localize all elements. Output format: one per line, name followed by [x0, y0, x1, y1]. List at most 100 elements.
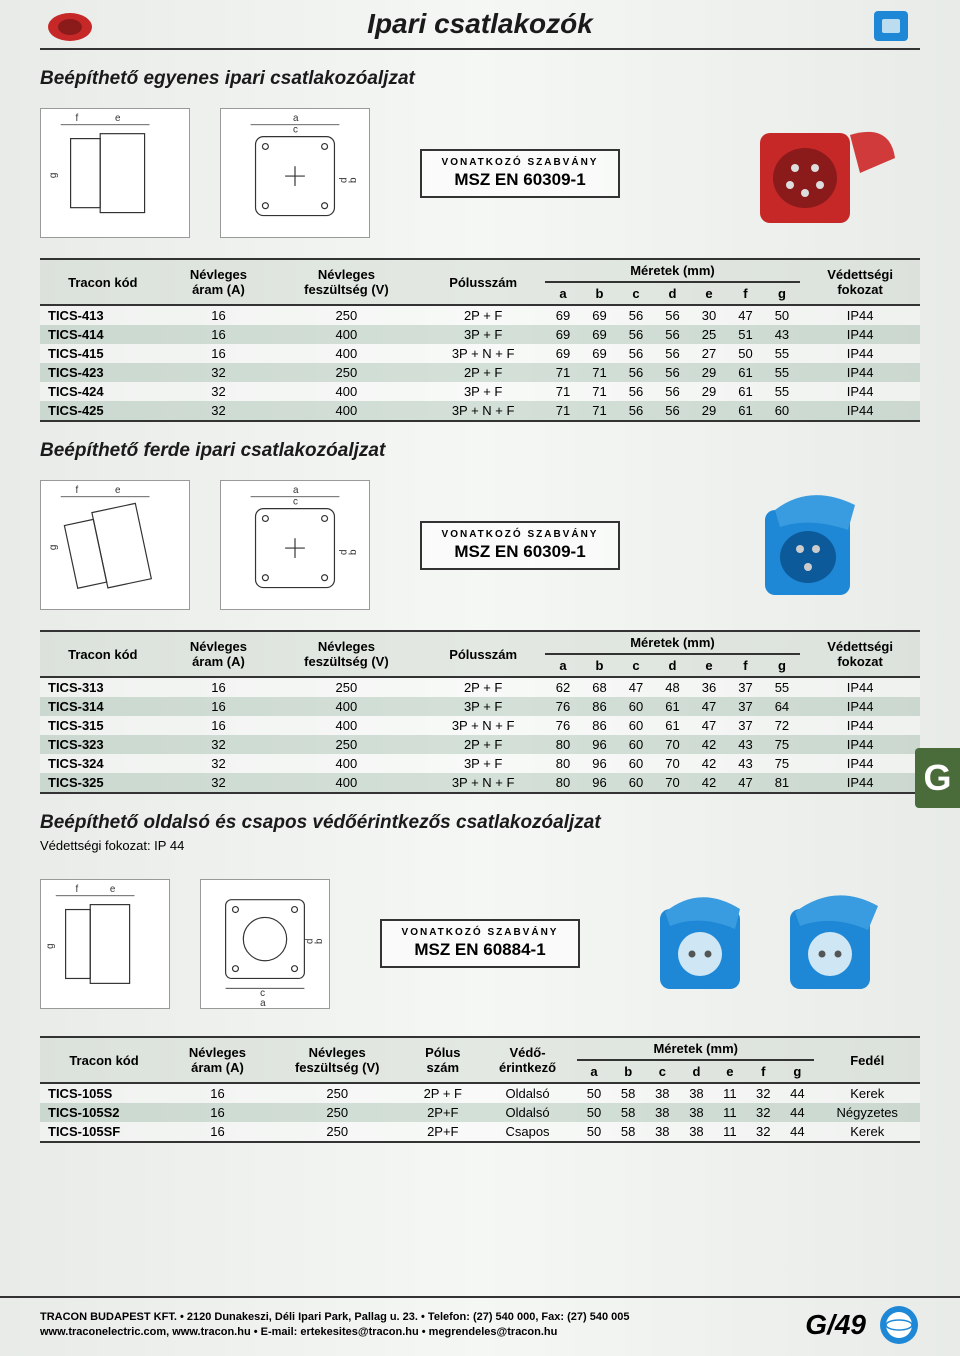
svg-text:f: f: [76, 113, 79, 124]
table-cell: 3P + N + F: [422, 716, 545, 735]
page-number: G/49: [805, 1309, 866, 1341]
table-cell: Kerek: [814, 1083, 920, 1103]
th-code: Tracon kód: [40, 1037, 168, 1083]
table-cell: 60: [618, 754, 654, 773]
table-cell: 56: [618, 401, 654, 421]
table-cell: 69: [581, 305, 617, 325]
table-row: TICS-313162502P + F62684748363755IP44: [40, 677, 920, 697]
table-cell: 55: [764, 382, 800, 401]
table-cell: 56: [618, 344, 654, 363]
table-cell: 56: [654, 382, 690, 401]
table-cell: IP44: [800, 754, 920, 773]
table-cell: 3P + N + F: [422, 401, 545, 421]
table-cell: IP44: [800, 716, 920, 735]
table-cell: 2P + F: [422, 363, 545, 382]
table-cell: IP44: [800, 677, 920, 697]
th-current: Névlegesáram (A): [168, 1037, 267, 1083]
technical-drawing-side-icon: fe g: [40, 879, 170, 1009]
svg-text:a: a: [293, 113, 299, 124]
table-cell: 400: [271, 401, 421, 421]
svg-text:f: f: [75, 883, 78, 894]
table-cell: 70: [654, 735, 690, 754]
table-cell: 250: [271, 677, 421, 697]
table-cell: 50: [577, 1103, 611, 1122]
table-cell: Oldalsó: [478, 1103, 577, 1122]
th-earth: Védő-érintkező: [478, 1037, 577, 1083]
table-cell: TICS-425: [40, 401, 166, 421]
th-voltage: Névlegesfeszültség (V): [271, 631, 421, 677]
table-cell: 56: [618, 382, 654, 401]
spec-table-1: Tracon kód Névlegesáram (A) Névlegesfesz…: [40, 258, 920, 422]
table-cell: 69: [545, 344, 581, 363]
diagram-row: fe g ca d b: [40, 861, 920, 1026]
th-code: Tracon kód: [40, 259, 166, 305]
spec-table-2: Tracon kód Névlegesáram (A) Névlegesfesz…: [40, 630, 920, 794]
table-cell: 61: [727, 382, 763, 401]
table-cell: 44: [780, 1103, 814, 1122]
svg-text:g: g: [48, 173, 59, 178]
table-cell: 71: [545, 401, 581, 421]
table-cell: 76: [545, 697, 581, 716]
table-cell: Csapos: [478, 1122, 577, 1142]
table-cell: 55: [764, 344, 800, 363]
table-cell: 400: [271, 325, 421, 344]
table-cell: 37: [727, 677, 763, 697]
table-cell: IP44: [800, 344, 920, 363]
table-cell: TICS-324: [40, 754, 166, 773]
table-cell: 80: [545, 735, 581, 754]
svg-text:a: a: [260, 998, 266, 1008]
header-product-right-icon: [860, 5, 920, 45]
svg-text:c: c: [293, 497, 298, 508]
svg-text:b: b: [348, 549, 359, 555]
table-cell: 37: [727, 697, 763, 716]
table-cell: 43: [764, 325, 800, 344]
table-cell: 38: [645, 1103, 679, 1122]
table-cell: 75: [764, 735, 800, 754]
table-cell: 96: [581, 773, 617, 793]
table-cell: 56: [618, 363, 654, 382]
table-cell: IP44: [800, 363, 920, 382]
table-cell: 25: [691, 325, 727, 344]
standard-box: VONATKOZÓ SZABVÁNY MSZ EN 60884-1: [380, 919, 580, 968]
th-ip: Védettségifokozat: [800, 631, 920, 677]
table-cell: IP44: [800, 382, 920, 401]
table-cell: 400: [271, 344, 421, 363]
table-cell: 56: [618, 305, 654, 325]
standard-label: VONATKOZÓ SZABVÁNY: [400, 927, 560, 938]
table-cell: 62: [545, 677, 581, 697]
table-cell: 250: [267, 1103, 408, 1122]
table-cell: 48: [654, 677, 690, 697]
th-voltage: Névlegesfeszültség (V): [271, 259, 421, 305]
table-cell: 250: [267, 1083, 408, 1103]
page-title: Ipari csatlakozók: [367, 8, 593, 40]
table-cell: 50: [577, 1083, 611, 1103]
table-cell: 44: [780, 1083, 814, 1103]
svg-text:b: b: [348, 177, 359, 183]
table-cell: 42: [691, 773, 727, 793]
table-cell: 29: [691, 382, 727, 401]
table-cell: 16: [168, 1083, 267, 1103]
table-cell: 58: [611, 1083, 645, 1103]
table-cell: 3P + N + F: [422, 344, 545, 363]
th-code: Tracon kód: [40, 631, 166, 677]
table-cell: 38: [679, 1122, 713, 1142]
table-cell: 38: [679, 1103, 713, 1122]
table-cell: 37: [727, 716, 763, 735]
svg-text:e: e: [115, 485, 121, 496]
table-cell: 81: [764, 773, 800, 793]
table-cell: 3P + N + F: [422, 773, 545, 793]
section-title: Beépíthető ferde ipari csatlakozóaljzat: [40, 440, 920, 462]
table-cell: 47: [727, 773, 763, 793]
table-cell: 16: [166, 697, 272, 716]
table-cell: IP44: [800, 735, 920, 754]
table-cell: TICS-415: [40, 344, 166, 363]
th-dims-group: Méretek (mm): [545, 259, 800, 282]
table-cell: 50: [577, 1122, 611, 1142]
table-cell: 71: [581, 363, 617, 382]
table-row: TICS-324324003P + F80966070424375IP44: [40, 754, 920, 773]
spec-table-3: Tracon kód Névlegesáram (A) Névlegesfesz…: [40, 1036, 920, 1143]
table-cell: 32: [166, 773, 272, 793]
table-cell: TICS-315: [40, 716, 166, 735]
th-ip: Védettségifokozat: [800, 259, 920, 305]
table-cell: 86: [581, 697, 617, 716]
